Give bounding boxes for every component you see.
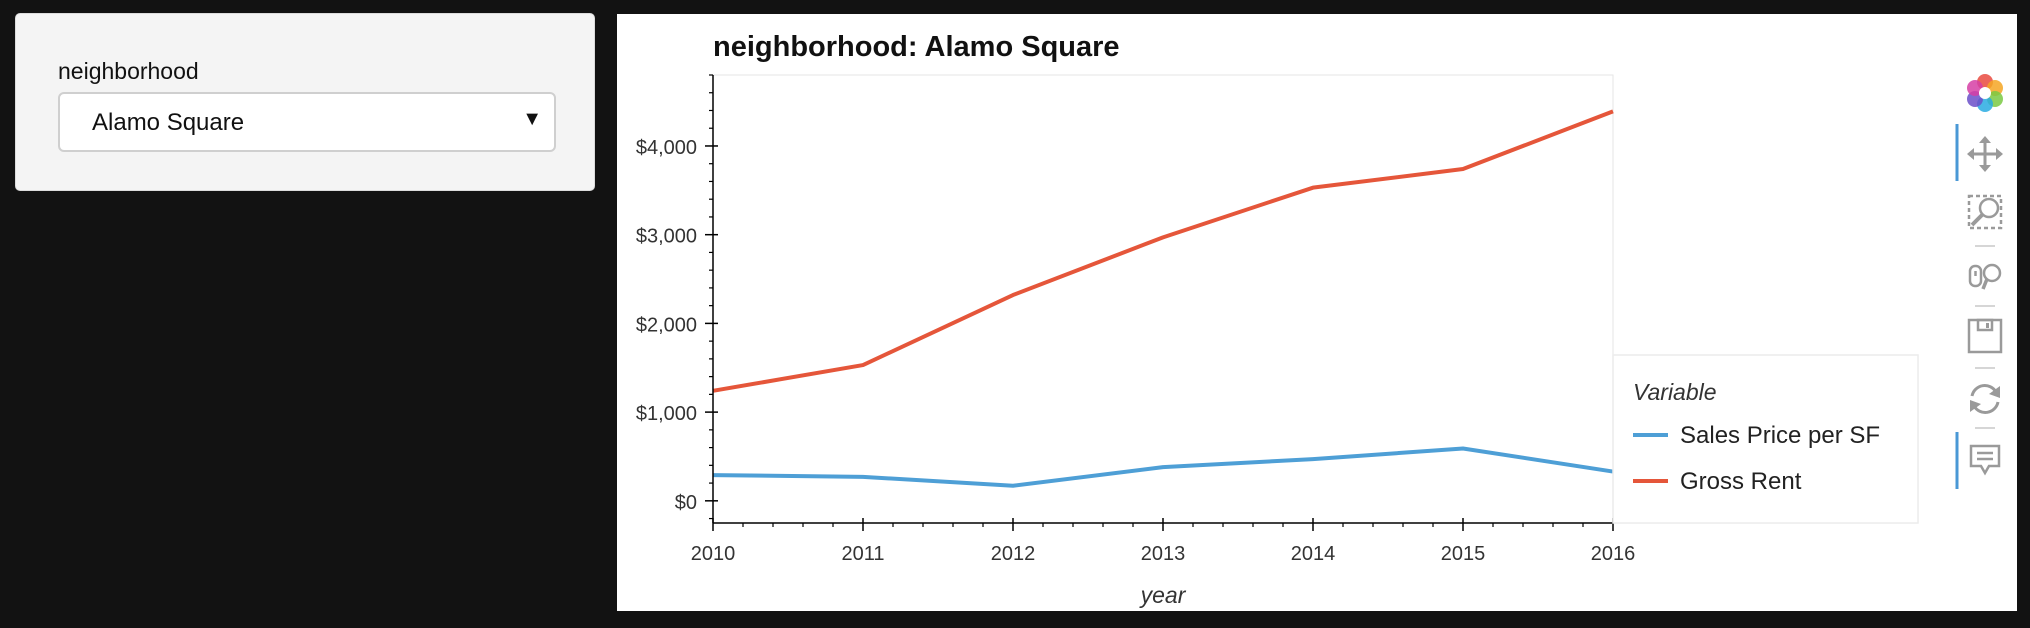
legend-label-gross-rent: Gross Rent [1680, 468, 1802, 495]
y-tick-label: $2,000 [636, 314, 697, 336]
save-icon[interactable] [1967, 318, 2003, 354]
reset-icon[interactable] [1970, 384, 2000, 414]
neighborhood-label: neighborhood [58, 58, 199, 84]
x-tick-label: 2012 [991, 543, 1036, 565]
bokeh-logo-icon[interactable] [1967, 74, 2003, 112]
chart: neighborhood: Alamo Square $0 $1,000 $2,00… [636, 31, 2003, 608]
neighborhood-select[interactable]: Alamo Square ▼ [58, 92, 556, 152]
legend-box [1612, 354, 1919, 524]
legend-label-sales-price: Sales Price per SF [1680, 422, 1880, 449]
plot-panel: neighborhood: Alamo Square $0 $1,000 $2,00… [617, 14, 2017, 611]
hover-icon[interactable] [1969, 444, 2001, 476]
x-axis-label: year [1139, 582, 1187, 608]
x-tick-label: 2015 [1441, 543, 1486, 565]
chart-title: neighborhood: Alamo Square [713, 31, 1120, 63]
series-line-sales-price-per-sf [712, 446, 1614, 488]
chevron-down-icon: ▼ [522, 108, 542, 130]
y-tick-label: $3,000 [636, 226, 697, 248]
toolbar [1955, 74, 2003, 489]
legend-title: Variable [1633, 379, 1717, 405]
selected-value: Alamo Square [92, 109, 245, 136]
series-line-gross-rent [712, 109, 1614, 393]
x-tick-label: 2010 [691, 543, 736, 565]
y-tick-label: $0 [675, 492, 697, 514]
pan-icon[interactable] [1967, 136, 2003, 172]
series-lines [712, 109, 1614, 488]
y-tick-label: $4,000 [636, 137, 697, 159]
legend: Variable Sales Price per SF Gross Rent [1612, 354, 1919, 524]
wheel-zoom-icon[interactable] [1968, 263, 2002, 290]
x-tick-label: 2016 [1591, 543, 1636, 565]
widget-panel: neighborhood Alamo Square ▼ [15, 13, 595, 191]
x-tick-label: 2013 [1141, 543, 1186, 565]
plot-frame [712, 74, 1614, 524]
box-zoom-icon[interactable] [1967, 194, 2003, 230]
x-tick-label: 2014 [1291, 543, 1336, 565]
x-tick-label: 2011 [841, 543, 884, 565]
axes: $0 $1,000 $2,000 $3,000 $4,000 2010 2011 2012 20… [636, 74, 1636, 565]
y-tick-label: $1,000 [636, 403, 697, 425]
